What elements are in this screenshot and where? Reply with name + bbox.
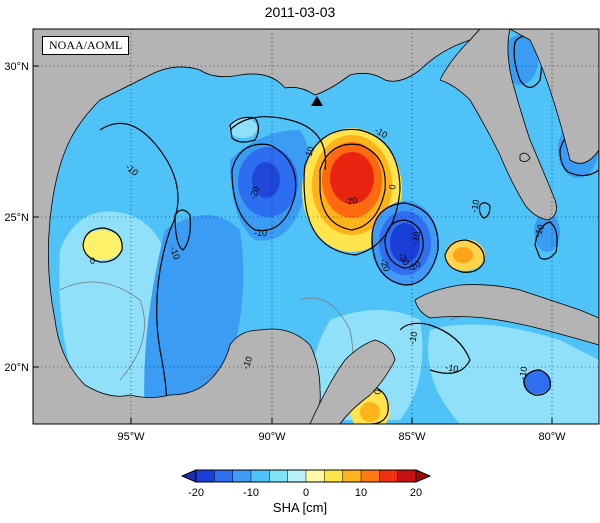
contour-label: -10 bbox=[254, 228, 267, 238]
warm-eddy-core bbox=[330, 152, 374, 204]
colorbar-tick-label: 10 bbox=[355, 487, 367, 499]
lat-label: 25°N bbox=[4, 212, 29, 224]
warm-eddy-small-core bbox=[453, 247, 473, 263]
colorbar bbox=[180, 469, 432, 483]
ocean-light-region bbox=[59, 211, 170, 400]
colorbar-tick-label: 0 bbox=[303, 487, 309, 499]
low-eddy-small bbox=[523, 370, 551, 394]
colorbar-segment bbox=[269, 470, 288, 482]
contour-label: -20 bbox=[344, 195, 359, 207]
colorbar-tick-label: 20 bbox=[410, 487, 422, 499]
colorbar-segment bbox=[232, 470, 252, 482]
warm-eddy-west bbox=[82, 230, 122, 260]
contour-label: 0 bbox=[372, 389, 383, 396]
colorbar-min-arrow bbox=[180, 469, 197, 483]
colorbar-segment bbox=[361, 470, 380, 482]
colorbar-title: SHA [cm] bbox=[272, 500, 328, 515]
colorbar-segment bbox=[251, 470, 270, 482]
low-eddy-small bbox=[229, 118, 257, 138]
colorbar-segment bbox=[287, 470, 307, 482]
colorbar-segment bbox=[342, 470, 362, 482]
colorbar-max-arrow bbox=[415, 469, 432, 483]
map-title: 2011-03-03 bbox=[264, 4, 336, 20]
colorbar-ticks: -20 -10 0 10 20 bbox=[188, 487, 422, 499]
contour-value-labels: -10 -10 -10 -10 -20 -10 -10 -10 -20 -30 … bbox=[90, 125, 546, 395]
contour-label: 0 bbox=[90, 256, 95, 266]
contour-label: -10 bbox=[469, 199, 481, 214]
contour-label: -10 bbox=[168, 245, 182, 261]
lon-label: 95°W bbox=[117, 431, 145, 443]
lat-label: 30°N bbox=[4, 61, 29, 73]
tick-marks bbox=[33, 65, 553, 424]
ocean-light-region bbox=[428, 324, 599, 424]
warm-eddy-south-core bbox=[360, 402, 380, 422]
ocean-dark-region bbox=[144, 215, 244, 420]
contour-label: -10 bbox=[532, 223, 546, 239]
contour-label: -10 bbox=[517, 366, 529, 381]
colorbar-segment bbox=[379, 470, 398, 482]
lat-label: 20°N bbox=[4, 362, 29, 374]
buoy-marker-icon bbox=[311, 96, 323, 106]
contour-label: -10 bbox=[302, 145, 316, 161]
contour-label: 0 bbox=[387, 184, 398, 191]
low-eddy-small bbox=[502, 35, 538, 85]
lon-label: 90°W bbox=[258, 431, 286, 443]
contour-label: -10 bbox=[240, 355, 254, 371]
colorbar-segment bbox=[306, 470, 325, 482]
colorbar-segment bbox=[397, 470, 417, 482]
contour-label: -20 bbox=[247, 185, 261, 201]
colorbar-tick-label: -10 bbox=[243, 487, 259, 499]
credit-label: NOAA/AOML bbox=[42, 36, 130, 55]
low-eddy-east-core bbox=[390, 223, 420, 263]
low-eddy-small bbox=[534, 212, 560, 252]
lon-label: 80°W bbox=[538, 431, 566, 443]
colorbar-tick-label: -20 bbox=[188, 487, 204, 499]
contour-label: -10 bbox=[407, 331, 419, 346]
low-eddy-west-core bbox=[252, 162, 280, 198]
colorbar-segment bbox=[214, 470, 233, 482]
plot-frame bbox=[32, 28, 600, 425]
contour-label: -10 bbox=[410, 231, 422, 246]
contour-label: -10 bbox=[445, 362, 460, 374]
colorbar-segment bbox=[324, 470, 343, 482]
contour-label: -20 bbox=[378, 257, 392, 273]
colorbar-segment bbox=[196, 470, 215, 482]
lon-label: 85°W bbox=[398, 431, 426, 443]
land bbox=[33, 29, 599, 424]
